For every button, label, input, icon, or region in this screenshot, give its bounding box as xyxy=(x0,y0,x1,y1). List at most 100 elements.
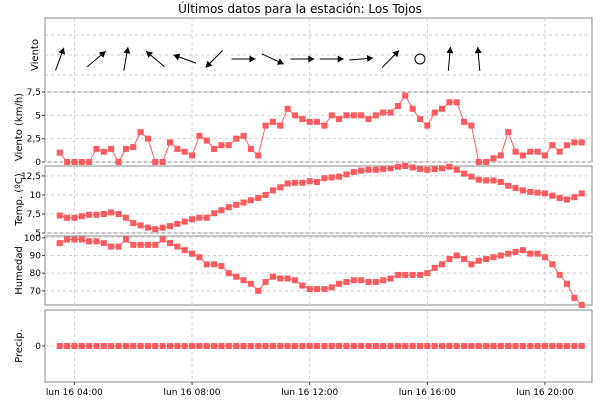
data-point xyxy=(446,343,453,349)
data-point xyxy=(174,220,181,227)
data-point xyxy=(372,112,379,119)
data-point xyxy=(490,343,497,349)
data-point xyxy=(350,112,357,119)
data-point xyxy=(350,343,357,349)
data-point xyxy=(203,261,210,268)
y-axis-label: Temp. (ºC) xyxy=(14,173,25,227)
data-point xyxy=(571,294,578,301)
data-point xyxy=(240,199,247,206)
data-point xyxy=(240,343,247,349)
data-point xyxy=(380,277,387,284)
data-point xyxy=(409,105,416,112)
data-point xyxy=(211,343,218,349)
data-point xyxy=(166,240,173,247)
data-point xyxy=(461,343,468,349)
data-point xyxy=(461,118,468,125)
data-point xyxy=(189,343,196,349)
data-point xyxy=(394,343,401,349)
data-point xyxy=(130,343,137,349)
data-point xyxy=(527,250,534,257)
data-point xyxy=(225,204,232,211)
wind-arrow xyxy=(205,50,223,68)
x-tick-label: lun 16 04:00 xyxy=(46,388,103,398)
data-point xyxy=(409,343,416,349)
data-point xyxy=(350,169,357,176)
data-point xyxy=(144,241,151,248)
data-point xyxy=(336,116,343,123)
y-tick-label: 100 xyxy=(24,234,41,244)
data-point xyxy=(255,343,262,349)
data-point xyxy=(394,271,401,278)
panel-3: Humedad 70 80 90 100 xyxy=(14,234,593,308)
data-point xyxy=(247,280,254,287)
data-point xyxy=(203,214,210,221)
data-point xyxy=(453,99,460,106)
data-point xyxy=(416,271,423,278)
data-point xyxy=(174,145,181,152)
data-point xyxy=(541,343,548,349)
data-point xyxy=(431,264,438,271)
data-point xyxy=(277,275,284,282)
data-point xyxy=(218,263,225,270)
data-point xyxy=(299,116,306,123)
data-point xyxy=(564,343,571,349)
data-point xyxy=(137,129,144,136)
data-point xyxy=(505,129,512,136)
data-point xyxy=(321,122,328,129)
data-point xyxy=(71,236,78,243)
data-point xyxy=(541,190,548,197)
data-point xyxy=(475,159,482,165)
data-point xyxy=(490,155,497,162)
data-point xyxy=(556,343,563,349)
data-point xyxy=(328,343,335,349)
data-point xyxy=(93,211,100,218)
data-point xyxy=(306,343,313,349)
calm-wind-marker xyxy=(414,53,426,65)
data-point xyxy=(130,220,137,227)
data-point xyxy=(211,145,218,152)
y-tick-label: 7,5 xyxy=(27,210,41,220)
data-point xyxy=(505,343,512,349)
wind-arrow xyxy=(231,55,256,63)
data-point xyxy=(424,343,431,349)
data-point xyxy=(166,343,173,349)
data-point xyxy=(108,243,115,250)
data-point xyxy=(306,118,313,125)
x-tick-label: lun 16 08:00 xyxy=(164,388,221,398)
data-point xyxy=(497,343,504,349)
data-point xyxy=(100,210,107,217)
panel-4: Precip. 0 xyxy=(14,309,593,383)
data-point xyxy=(284,180,291,187)
data-point xyxy=(365,116,372,123)
data-point xyxy=(578,139,585,146)
data-point xyxy=(578,190,585,197)
data-point xyxy=(203,343,210,349)
data-point xyxy=(299,179,306,186)
data-point xyxy=(247,343,254,349)
data-point xyxy=(556,271,563,278)
panel-1: Viento (km/h) 0 2,5 5 7,5 xyxy=(14,88,593,168)
data-point xyxy=(78,213,85,220)
data-point xyxy=(233,343,240,349)
data-point xyxy=(358,277,365,284)
data-point xyxy=(328,112,335,119)
data-point xyxy=(86,211,93,218)
data-point xyxy=(284,343,291,349)
data-point xyxy=(321,286,328,293)
data-point xyxy=(218,207,225,214)
data-point xyxy=(269,118,276,125)
data-point xyxy=(306,286,313,293)
data-point xyxy=(541,152,548,159)
data-point xyxy=(402,163,409,169)
data-point xyxy=(380,343,387,349)
y-axis-label: Viento (km/h) xyxy=(14,93,25,161)
data-point xyxy=(475,176,482,183)
data-point xyxy=(93,238,100,245)
data-point xyxy=(439,343,446,349)
data-point xyxy=(291,343,298,349)
data-point xyxy=(394,103,401,109)
data-point xyxy=(262,343,269,349)
data-point xyxy=(380,166,387,173)
data-point xyxy=(446,256,453,262)
data-point xyxy=(483,159,490,165)
